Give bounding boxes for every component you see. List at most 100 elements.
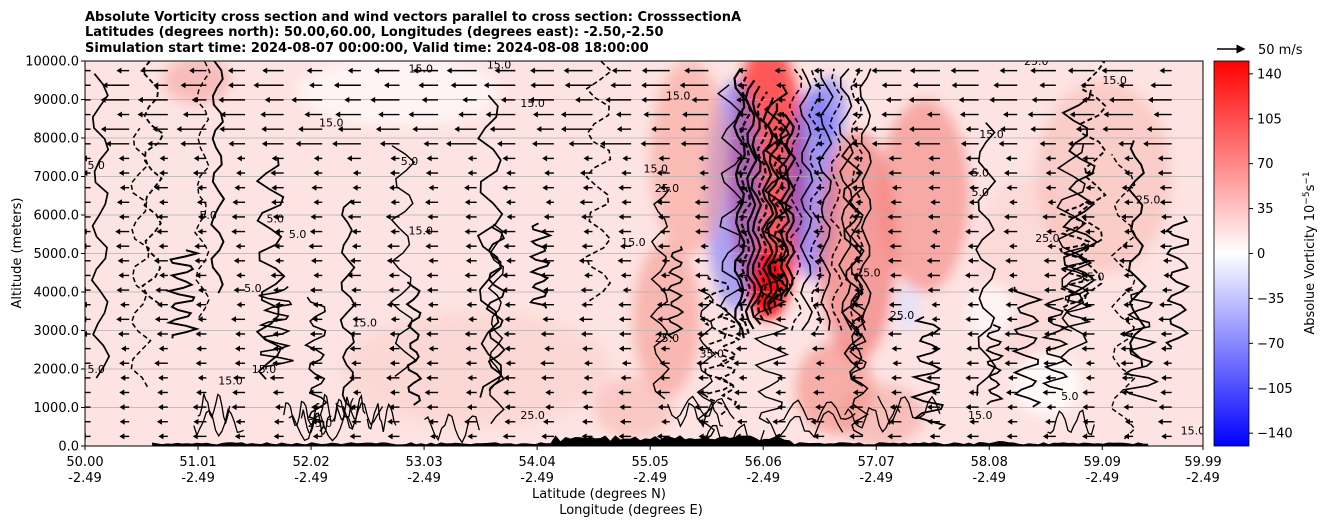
wind-vector-558 <box>346 155 361 162</box>
wind-vector-267 <box>312 301 323 308</box>
wind-vector-444 <box>427 213 439 220</box>
colorbar-tick-label-6: −70 <box>1257 337 1284 352</box>
contour-line-53 <box>799 68 814 331</box>
wind-vector-454 <box>814 213 825 220</box>
wind-vector-283 <box>931 301 941 308</box>
wind-vector-579 <box>1157 155 1172 162</box>
wind-vector-144 <box>1161 374 1172 381</box>
wind-vector-682 <box>641 96 670 103</box>
wind-vector-721 <box>1039 82 1056 89</box>
wind-vector-433 <box>1124 228 1134 235</box>
wind-vector-706 <box>450 82 477 89</box>
y-tick-label-5: 5000.0 <box>34 247 80 262</box>
wind-vector-115 <box>1160 389 1172 396</box>
contour-line-40 <box>985 324 1004 406</box>
wind-vector-147 <box>154 360 168 367</box>
x-tick-lat-0: 50.00 <box>66 455 103 470</box>
wind-vector-380 <box>194 243 207 250</box>
wind-vector-58 <box>85 406 91 408</box>
wind-vector-463 <box>1161 213 1172 220</box>
wind-vector-605 <box>1039 140 1056 147</box>
contour-line-59 <box>858 68 872 331</box>
wind-vector-154 <box>426 360 439 367</box>
wind-vector-457 <box>927 213 941 220</box>
wind-vector-685 <box>777 96 786 103</box>
colorbar-label: Absolue Vorticity 10−5s−1 <box>1302 171 1318 334</box>
wind-vector-534 <box>544 170 554 176</box>
wind-vector-491 <box>1124 199 1134 206</box>
wind-vector-717 <box>881 82 902 89</box>
wind-vector-119 <box>197 374 207 381</box>
contour-line-29 <box>258 285 294 370</box>
wind-vector-693 <box>1081 96 1095 103</box>
wind-vector-599 <box>817 140 825 147</box>
wind-vector-57 <box>1157 418 1172 425</box>
contour-line-49 <box>771 108 786 306</box>
wind-vector-712 <box>679 82 709 89</box>
wind-vector-234 <box>154 316 168 323</box>
wind-vector-196 <box>931 345 941 352</box>
wind-vector-523 <box>118 170 130 176</box>
wind-vector-217 <box>619 331 632 337</box>
wind-vector-61 <box>192 404 207 411</box>
wind-vector-506 <box>582 184 593 191</box>
wind-vector-281 <box>852 301 863 308</box>
contour-line-16 <box>848 185 866 387</box>
wind-vector-121 <box>269 374 284 381</box>
wind-vector-492 <box>1159 199 1172 206</box>
wind-vector-408 <box>156 228 168 235</box>
wind-vector-394 <box>738 243 747 250</box>
wind-vector-22 <box>929 433 941 440</box>
wind-vector-632 <box>965 126 979 133</box>
wind-vector-604 <box>998 140 1018 147</box>
wind-vector-175 <box>121 345 130 352</box>
wind-vector-352 <box>233 257 246 264</box>
wind-vector-102 <box>656 389 670 396</box>
wind-vector-361 <box>578 257 593 264</box>
wind-vector-435 <box>85 216 91 218</box>
wind-vector-127 <box>503 374 516 381</box>
wind-vector-138 <box>926 374 941 381</box>
contour-label-3: 5.0 <box>244 282 262 295</box>
wind-vector-239 <box>352 316 361 323</box>
wind-vector-160 <box>659 360 670 367</box>
colorbar-tick-label-2: 70 <box>1257 157 1274 172</box>
wind-vector-197 <box>966 345 979 352</box>
wind-vector-544 <box>928 170 941 176</box>
wind-vector-353 <box>275 257 284 264</box>
wind-vector-542 <box>855 170 863 176</box>
wind-vector-331 <box>540 272 554 279</box>
contour-line-25 <box>909 315 947 430</box>
wind-vector-390 <box>581 243 593 250</box>
wind-vector-470 <box>313 199 323 206</box>
wind-vector-576 <box>1045 155 1056 162</box>
wind-vector-129 <box>583 374 593 381</box>
wind-vector-321 <box>159 272 168 279</box>
wind-vector-538 <box>699 170 709 176</box>
wind-vector-586 <box>295 140 323 147</box>
contour-line-57 <box>838 68 854 331</box>
wind-vector-205 <box>156 331 168 337</box>
wind-vector-208 <box>272 331 284 337</box>
contour-label-23: 25.0 <box>890 309 915 322</box>
wind-vector-23 <box>966 433 979 440</box>
wind-vector-432 <box>1085 228 1095 235</box>
wind-vector-453 <box>775 213 786 220</box>
wind-vector-236 <box>231 316 246 323</box>
wind-vector-716 <box>852 82 863 89</box>
wind-vector-96 <box>424 389 439 396</box>
wind-vector-263 <box>157 301 168 308</box>
wind-vector-285 <box>1005 301 1018 308</box>
wind-vector-704 <box>384 82 400 89</box>
wind-vector-481 <box>736 199 747 206</box>
wind-vector-430 <box>1003 228 1018 235</box>
wind-vector-555 <box>236 155 246 162</box>
wind-vector-420 <box>618 228 632 235</box>
wind-vector-82 <box>1007 404 1018 411</box>
wind-vector-71 <box>582 404 593 411</box>
wind-vector-38 <box>428 418 439 425</box>
colorbar-tick-label-3: 35 <box>1257 202 1274 217</box>
wind-vector-170 <box>1043 360 1056 367</box>
wind-vector-468 <box>232 199 246 206</box>
wind-vector-608 <box>1143 140 1172 147</box>
